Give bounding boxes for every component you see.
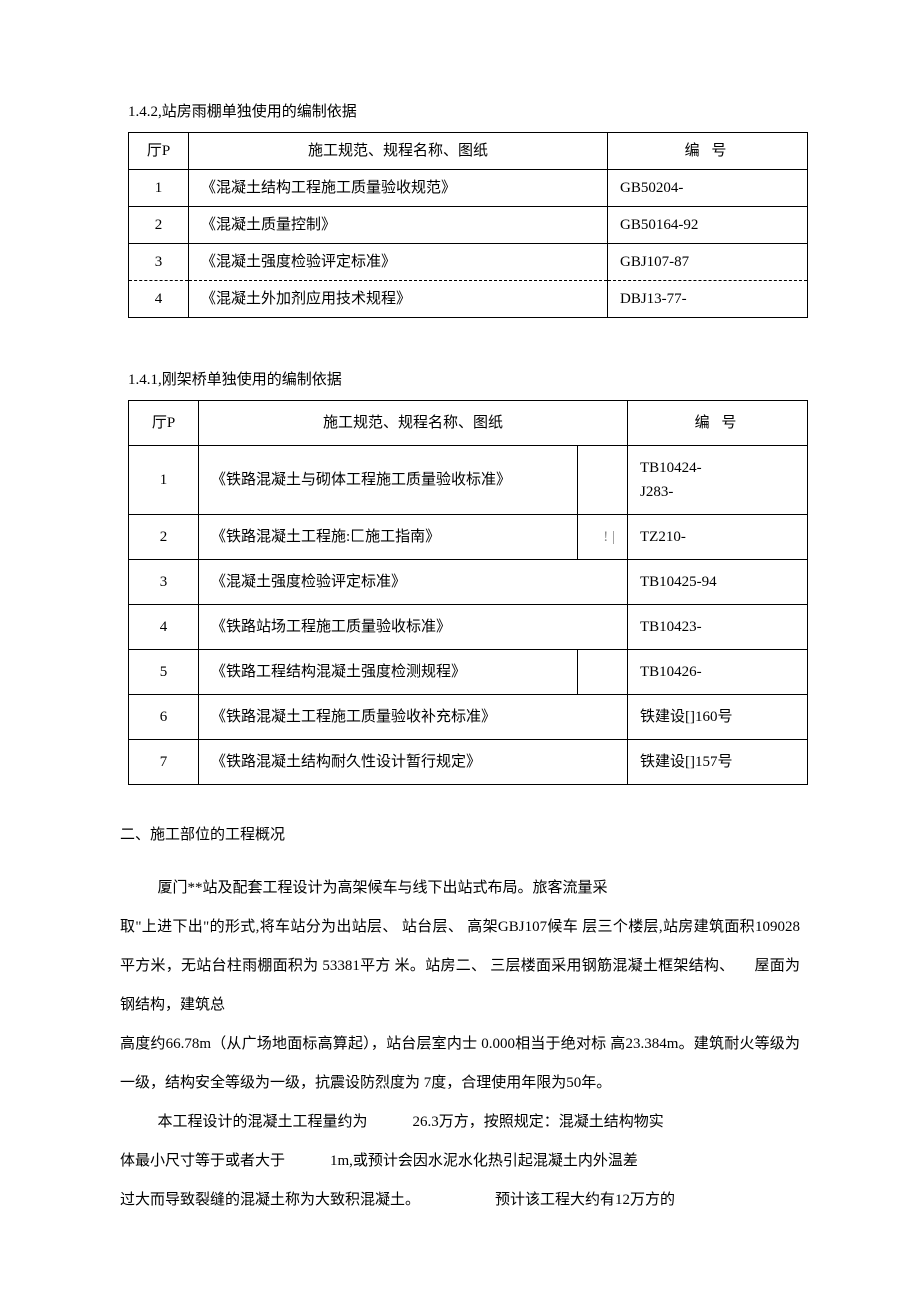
cell-name: 《混凝土外加剂应用技术规程》 (189, 281, 608, 318)
cell-name: 《混凝土结构工程施工质量验收规范》 (189, 170, 608, 207)
col-header-code: 编 号 (608, 133, 808, 170)
table-row: 3 《混凝土强度检验评定标准》 TB10425-94 (129, 560, 808, 605)
paragraph-line: 本工程设计的混凝土工程量约为 26.3万方，按照规定：混凝土结构物实 (120, 1103, 800, 1142)
cell-code: 铁建设[]157号 (628, 740, 808, 785)
cell-name: 《混凝土强度检验评定标准》 (199, 560, 628, 605)
cell-code: DBJ13-77- (608, 281, 808, 318)
table-header-row: 厅P 施工规范、规程名称、图纸 编 号 (129, 401, 808, 446)
cell-num: 1 (129, 446, 199, 515)
table-row: 2 《混凝土质量控制》 GB50164-92 (129, 207, 808, 244)
paragraph-block: 厦门**站及配套工程设计为高架候车与线下出站式布局。旅客流量采 取"上进下出"的… (120, 869, 800, 1220)
text-span: 体最小尺寸等于或者大于 (120, 1153, 285, 1169)
table-row: 1 《混凝土结构工程施工质量验收规范》 GB50204- (129, 170, 808, 207)
cell-code: TB10423- (628, 605, 808, 650)
col-header-name: 施工规范、规程名称、图纸 (199, 401, 628, 446)
paragraph-line: 取"上进下出"的形式,将车站分为出站层、 站台层、 高架GBJ107候车 层三个… (120, 908, 800, 1025)
table-row: 4 《混凝土外加剂应用技术规程》 DBJ13-77- (129, 281, 808, 318)
cell-num: 4 (129, 281, 189, 318)
cell-code: TB10426- (628, 650, 808, 695)
text-span: 26.3万方，按照规定：混凝土结构物实 (413, 1114, 664, 1130)
table-header-row: 厅P 施工规范、规程名称、图纸 编 号 (129, 133, 808, 170)
heading-1: 1.4.2,站房雨棚单独使用的编制依据 (120, 100, 800, 124)
cell-name: 《铁路混凝土工程施工质量验收补充标准》 (199, 695, 628, 740)
cell-num: 7 (129, 740, 199, 785)
cell-num: 6 (129, 695, 199, 740)
cell-num: 2 (129, 207, 189, 244)
table-row: 4 《铁路站场工程施工质量验收标准》 TB10423- (129, 605, 808, 650)
col-header-code: 编 号 (628, 401, 808, 446)
cell-num: 5 (129, 650, 199, 695)
table-row: 2 《铁路混凝土工程施:匚施工指南》 ! | TZ210- (129, 515, 808, 560)
text-span: 屋面为 (754, 958, 800, 974)
cell-num: 3 (129, 244, 189, 281)
text-span: 取"上进下出"的形式,将车站分为出站层、 站台层、 高架GBJ107候车 层三个… (120, 919, 800, 974)
cell-code: 铁建设[]160号 (628, 695, 808, 740)
text-span: 钢结构，建筑总 (120, 997, 225, 1013)
paragraph-line: 过大而导致裂缝的混凝土称为大致积混凝土。 预计该工程大约有12万方的 (120, 1181, 800, 1220)
table-row: 6 《铁路混凝土工程施工质量验收补充标准》 铁建设[]160号 (129, 695, 808, 740)
cell-code: TB10425-94 (628, 560, 808, 605)
cell-code: GB50164-92 (608, 207, 808, 244)
cell-num: 3 (129, 560, 199, 605)
cell-name: 《混凝土质量控制》 (189, 207, 608, 244)
cell-mid (578, 446, 628, 515)
table-row: 7 《铁路混凝土结构耐久性设计暂行规定》 铁建设[]157号 (129, 740, 808, 785)
cell-code: TB10424- J283- (628, 446, 808, 515)
table-2: 厅P 施工规范、规程名称、图纸 编 号 1 《铁路混凝土与砌体工程施工质量验收标… (128, 400, 808, 785)
table-row: 5 《铁路工程结构混凝土强度检测规程》 TB10426- (129, 650, 808, 695)
paragraph-line: 体最小尺寸等于或者大于 1m,或预计会因水泥水化热引起混凝土内外温差 (120, 1142, 800, 1181)
col-header-num: 厅P (129, 401, 199, 446)
cell-mid (578, 650, 628, 695)
text-span: 预计该工程大约有12万方的 (495, 1192, 675, 1208)
cell-code: GBJ107-87 (608, 244, 808, 281)
cell-code: GB50204- (608, 170, 808, 207)
col-header-name: 施工规范、规程名称、图纸 (189, 133, 608, 170)
cell-num: 4 (129, 605, 199, 650)
text-span: 过大而导致裂缝的混凝土称为大致积混凝土。 (120, 1192, 420, 1208)
cell-num: 2 (129, 515, 199, 560)
heading-2: 1.4.1,刚架桥单独使用的编制依据 (120, 368, 800, 392)
text-span: 本工程设计的混凝土工程量约为 (158, 1114, 368, 1130)
section-2-title: 二、施工部位的工程概况 (120, 823, 800, 847)
cell-mid: ! | (578, 515, 628, 560)
cell-name: 《铁路站场工程施工质量验收标准》 (199, 605, 628, 650)
paragraph-line: 厦门**站及配套工程设计为高架候车与线下出站式布局。旅客流量采 (120, 869, 800, 908)
cell-name: 《铁路混凝土与砌体工程施工质量验收标准》 (199, 446, 578, 515)
cell-num: 1 (129, 170, 189, 207)
table-1: 厅P 施工规范、规程名称、图纸 编 号 1 《混凝土结构工程施工质量验收规范》 … (128, 132, 808, 318)
cell-name: 《铁路混凝土结构耐久性设计暂行规定》 (199, 740, 628, 785)
col-header-num: 厅P (129, 133, 189, 170)
table-row: 3 《混凝土强度检验评定标准》 GBJ107-87 (129, 244, 808, 281)
text-span: 1m,或预计会因水泥水化热引起混凝土内外温差 (330, 1153, 638, 1169)
table-row: 1 《铁路混凝土与砌体工程施工质量验收标准》 TB10424- J283- (129, 446, 808, 515)
paragraph-line: 高度约66.78m（从广场地面标高算起），站台层室内士 0.000相当于绝对标 … (120, 1025, 800, 1103)
cell-name: 《铁路混凝土工程施:匚施工指南》 (199, 515, 578, 560)
cell-name: 《铁路工程结构混凝土强度检测规程》 (199, 650, 578, 695)
cell-name: 《混凝土强度检验评定标准》 (189, 244, 608, 281)
cell-code: TZ210- (628, 515, 808, 560)
